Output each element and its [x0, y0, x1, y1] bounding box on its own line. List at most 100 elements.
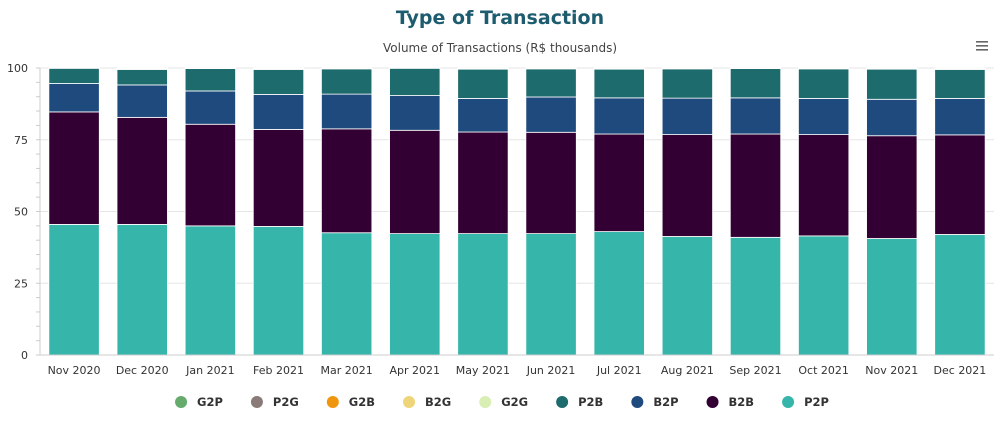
bar-p2b-9[interactable]: [661, 68, 713, 99]
x-tick-label: Nov 2020: [48, 364, 101, 377]
legend-marker-b2g: [403, 396, 416, 408]
bar-p2b-0[interactable]: [48, 67, 100, 84]
grid-lines: [40, 67, 994, 356]
x-tick-label: Sep 2021: [729, 364, 781, 377]
bar-p2b-7[interactable]: [525, 68, 577, 98]
bar-p2b-8[interactable]: [593, 68, 645, 99]
x-tick-label: Aug 2021: [661, 364, 714, 377]
bar-p2p-0[interactable]: [48, 224, 100, 356]
legend-item-g2g[interactable]: G2G: [479, 395, 528, 409]
x-tick-label: Jun 2021: [526, 364, 576, 377]
bar-b2b-2[interactable]: [184, 123, 236, 227]
y-tick-label: 25: [14, 277, 28, 290]
legend-item-b2b[interactable]: B2B: [706, 395, 755, 409]
bar-b2p-4[interactable]: [321, 93, 373, 130]
bar-b2g-6[interactable]: [457, 67, 509, 69]
y-tick-label: 0: [21, 349, 28, 362]
bar-b2b-7[interactable]: [525, 131, 577, 234]
bar-b2b-13[interactable]: [934, 134, 986, 235]
chart-menu-button[interactable]: [970, 34, 992, 56]
bar-b2p-1[interactable]: [116, 84, 168, 118]
bar-b2p-0[interactable]: [48, 83, 100, 113]
bar-b2p-3[interactable]: [252, 94, 305, 130]
legend-marker-p2b: [556, 396, 569, 408]
bar-b2b-9[interactable]: [661, 134, 713, 237]
legend-item-b2p[interactable]: B2P: [631, 395, 679, 409]
bar-p2b-4[interactable]: [321, 68, 373, 95]
bar-b2p-11[interactable]: [798, 98, 850, 135]
legend-label-p2g: P2G: [273, 395, 299, 409]
bar-p2p-6[interactable]: [457, 233, 509, 356]
bar-p2b-5[interactable]: [389, 67, 441, 96]
legend-item-g2p[interactable]: G2P: [175, 395, 223, 409]
bar-p2p-5[interactable]: [389, 233, 441, 356]
bar-p2b-12[interactable]: [866, 68, 918, 100]
bar-b2b-10[interactable]: [729, 133, 782, 238]
bar-b2p-6[interactable]: [457, 98, 509, 133]
bar-p2p-12[interactable]: [866, 238, 918, 356]
x-tick-label: Dec 2021: [934, 364, 987, 377]
bar-b2g-3[interactable]: [252, 67, 305, 69]
bar-p2b-11[interactable]: [798, 68, 850, 99]
legend-item-b2g[interactable]: B2G: [403, 395, 451, 409]
bar-b2g-8[interactable]: [593, 67, 645, 69]
bar-b2g-13[interactable]: [934, 67, 986, 70]
bar-b2b-8[interactable]: [593, 133, 645, 232]
bar-p2b-6[interactable]: [457, 68, 509, 99]
legend-marker-b2b: [706, 396, 719, 408]
x-tick-label: May 2021: [456, 364, 510, 377]
legend-marker-b2p: [631, 396, 644, 408]
bar-p2p-3[interactable]: [252, 226, 305, 356]
bar-p2p-1[interactable]: [116, 224, 168, 356]
bar-p2p-9[interactable]: [661, 236, 713, 356]
bar-b2g-1[interactable]: [116, 67, 168, 69]
bar-b2b-6[interactable]: [457, 131, 509, 234]
bar-p2b-2[interactable]: [184, 68, 236, 92]
bar-p2b-1[interactable]: [116, 69, 168, 86]
bar-p2p-7[interactable]: [525, 233, 577, 356]
bar-b2b-0[interactable]: [48, 111, 100, 225]
y-tick-label: 75: [14, 134, 28, 147]
bar-b2p-8[interactable]: [593, 97, 645, 135]
bar-b2b-3[interactable]: [252, 129, 305, 227]
bar-b2p-12[interactable]: [866, 98, 918, 137]
bar-p2p-13[interactable]: [934, 234, 986, 356]
bar-p2p-4[interactable]: [321, 232, 373, 356]
legend-label-g2p: G2P: [197, 395, 223, 409]
bar-b2p-2[interactable]: [184, 90, 236, 125]
legend-item-p2b[interactable]: P2B: [556, 395, 603, 409]
legend-item-g2b[interactable]: G2B: [326, 395, 375, 409]
bar-p2p-2[interactable]: [184, 225, 236, 356]
bar-b2b-12[interactable]: [866, 135, 918, 239]
legend-label-b2b: B2B: [729, 395, 755, 409]
bar-b2p-13[interactable]: [934, 98, 986, 136]
bar-p2b-3[interactable]: [252, 69, 305, 95]
legend-label-g2b: G2B: [349, 395, 375, 409]
bar-b2p-10[interactable]: [729, 97, 782, 135]
legend-marker-g2p: [175, 396, 188, 408]
bar-p2p-11[interactable]: [798, 235, 850, 356]
bar-b2p-7[interactable]: [525, 96, 577, 133]
bar-p2p-10[interactable]: [729, 236, 782, 356]
legend-marker-g2g: [479, 396, 492, 408]
x-tick-label: Feb 2021: [253, 364, 304, 377]
bar-p2p-8[interactable]: [593, 231, 645, 356]
bar-b2b-5[interactable]: [389, 129, 441, 234]
legend-item-p2p[interactable]: P2P: [782, 395, 829, 409]
bar-p2b-13[interactable]: [934, 69, 986, 99]
y-tick-label: 100: [7, 62, 28, 75]
hamburger-menu-icon[interactable]: [976, 41, 988, 51]
axes: 0 25 50 75 100 Nov 2020 Dec 2020 Jan 2021 Feb 20…: [7, 62, 994, 377]
bar-p2b-10[interactable]: [729, 68, 782, 99]
bar-b2p-5[interactable]: [389, 95, 441, 131]
bar-b2b-4[interactable]: [321, 128, 373, 234]
legend-item-p2g[interactable]: P2G: [250, 395, 299, 409]
x-tick-label: Dec 2020: [116, 364, 169, 377]
bar-b2p-9[interactable]: [661, 97, 713, 135]
bar-b2b-11[interactable]: [798, 134, 850, 237]
legend-label-p2p: P2P: [804, 395, 829, 409]
bar-b2b-1[interactable]: [116, 116, 168, 225]
legend-label-b2p: B2P: [653, 395, 678, 409]
x-tick-label: Oct 2021: [798, 364, 849, 377]
